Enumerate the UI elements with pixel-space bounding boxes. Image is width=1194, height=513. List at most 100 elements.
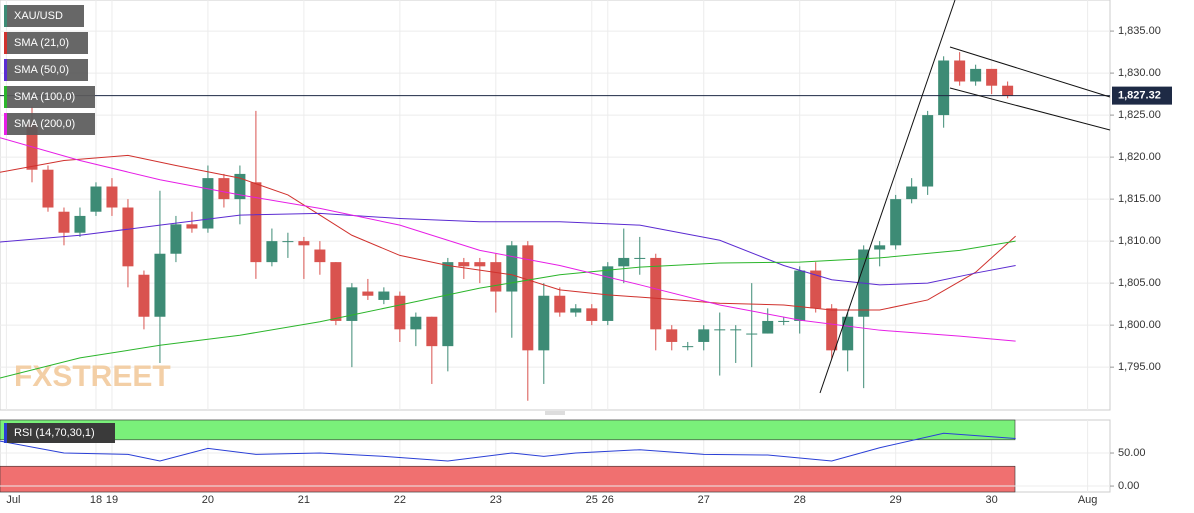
candle-body — [570, 308, 582, 313]
candle-body — [938, 60, 950, 116]
candle-body — [362, 291, 374, 296]
candle-body — [298, 241, 310, 246]
x-tick-label: 23 — [490, 494, 502, 506]
legend-label: SMA (50,0) — [14, 64, 69, 76]
x-tick-label: 28 — [794, 494, 806, 506]
sma-line — [0, 154, 1016, 311]
legend-item[interactable]: XAU/USD — [4, 5, 84, 27]
candle-body — [954, 60, 966, 82]
legend-item[interactable]: SMA (21,0) — [4, 32, 88, 54]
legend-label: SMA (100,0) — [14, 91, 75, 103]
candle-body — [602, 266, 614, 321]
candle-body — [394, 295, 406, 330]
candle-body — [698, 329, 710, 342]
candle-body — [746, 333, 758, 335]
candle-body — [586, 308, 598, 321]
candle-body — [410, 316, 422, 330]
legend-label: XAU/USD — [14, 10, 63, 22]
legend-swatch — [4, 59, 7, 81]
oversold-band — [0, 465, 1016, 493]
candle-body — [618, 257, 630, 267]
candle-body — [778, 320, 790, 322]
x-tick-label: 26 — [602, 494, 614, 506]
y-tick-label: 1,820.00 — [1118, 151, 1161, 163]
candle-body — [378, 291, 390, 300]
x-tick-label: 21 — [298, 494, 310, 506]
candle-body — [442, 262, 454, 347]
candle-body — [762, 320, 774, 334]
sma-line — [0, 212, 1016, 286]
candle-body — [330, 262, 342, 321]
legend-box — [4, 113, 95, 135]
legend-item[interactable]: SMA (50,0) — [4, 59, 88, 81]
candle-body — [826, 308, 838, 351]
candle-body — [650, 257, 662, 330]
channel-line — [949, 87, 1111, 131]
candle-body — [986, 68, 998, 86]
x-tick-label: 22 — [394, 494, 406, 506]
channel-line — [949, 46, 1111, 98]
last-price-label: 1,827.32 — [1118, 90, 1161, 102]
candle-body — [458, 262, 470, 267]
candle-body — [922, 115, 934, 187]
candle-body — [490, 262, 502, 292]
last-price-box — [1112, 86, 1172, 105]
candle-body — [346, 287, 358, 321]
x-tick-label: 20 — [202, 494, 214, 506]
candle-body — [138, 274, 150, 317]
candle-body — [794, 270, 806, 321]
candle-body — [74, 215, 86, 233]
candle-body — [58, 211, 70, 233]
y-tick-label: 1,815.00 — [1118, 193, 1161, 205]
legend-box — [4, 86, 95, 108]
marks: FXSTREET — [0, 52, 1110, 462]
candle-body — [970, 68, 982, 82]
trend-line — [819, 0, 956, 394]
x-tick-label: 25 — [586, 494, 598, 506]
candle-body — [314, 249, 326, 263]
y-tick-label: 1,810.00 — [1118, 235, 1161, 247]
candle-body — [202, 178, 214, 229]
candle-body — [634, 257, 646, 259]
legend-label: SMA (21,0) — [14, 37, 69, 49]
candle-body — [106, 186, 118, 208]
candle-body — [42, 169, 54, 208]
candle-body — [666, 329, 678, 342]
overbought-band — [0, 419, 1016, 441]
candle-body — [426, 316, 438, 347]
legend-swatch — [4, 113, 7, 135]
candle-body — [90, 186, 102, 212]
candle-body — [538, 295, 550, 351]
y-tick-label: 1,835.00 — [1118, 25, 1161, 37]
candle-body — [554, 295, 566, 313]
candle-body — [890, 199, 902, 246]
legend-box — [4, 423, 115, 443]
legend-item: RSI (14,70,30,1) — [4, 423, 115, 443]
candle-body — [474, 262, 486, 267]
grid — [0, 0, 1114, 493]
legend-item[interactable]: SMA (100,0) — [4, 86, 95, 108]
legend-swatch — [4, 32, 7, 54]
resize-handle[interactable] — [545, 411, 565, 415]
y-tick-label: 1,795.00 — [1118, 361, 1161, 373]
candle-body — [282, 241, 294, 243]
candle-body — [1002, 85, 1014, 96]
legend-swatch — [4, 5, 7, 27]
candle-body — [506, 245, 518, 292]
legend-label: SMA (200,0) — [14, 118, 75, 130]
legend-item[interactable]: SMA (200,0) — [4, 113, 95, 135]
candle-body — [218, 178, 230, 200]
candle-body — [874, 245, 886, 250]
legend-swatch — [4, 423, 7, 443]
candle-body — [234, 173, 246, 200]
x-tick-label: 27 — [698, 494, 710, 506]
candle-body — [122, 207, 134, 267]
x-tick-label: 18 — [90, 494, 102, 506]
candle-body — [714, 329, 726, 331]
y-tick-label: 1,825.00 — [1118, 109, 1161, 121]
x-tick-label: 19 — [106, 494, 118, 506]
sma-line — [0, 137, 1016, 342]
legend-label: RSI (14,70,30,1) — [14, 427, 95, 439]
legend-swatch — [4, 86, 7, 108]
